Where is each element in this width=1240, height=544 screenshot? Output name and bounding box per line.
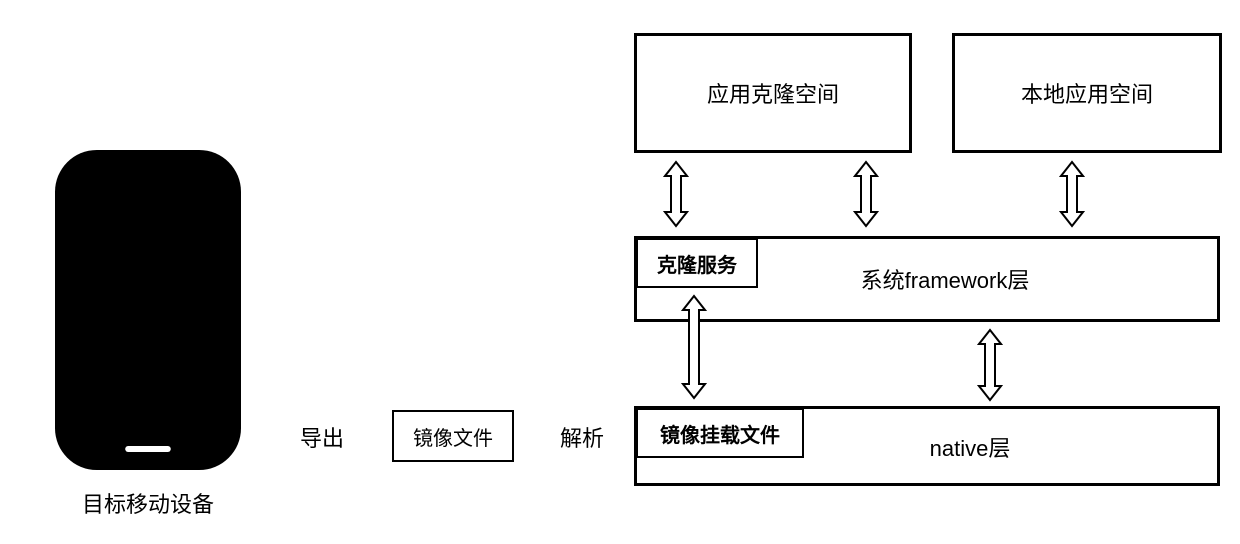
export_label-text: 导出 <box>300 421 344 453</box>
arrow-a3 <box>1059 160 1085 233</box>
diagram-canvas: 目标移动设备 导出 镜像文件 解析 应用克隆空间 本地应用空间克隆服务 系统framewor… <box>0 0 1240 544</box>
clone_space: 应用克隆空间 <box>634 33 912 153</box>
mount_file: 镜像挂载文件 <box>636 408 804 458</box>
clone_space-label: 应用克隆空间 <box>707 77 839 109</box>
arrow-a2 <box>853 160 879 233</box>
phone <box>53 148 243 472</box>
local_space: 本地应用空间 <box>952 33 1222 153</box>
clone_service-label: 克隆服务 <box>657 249 737 278</box>
image_file: 镜像文件 <box>392 410 514 462</box>
device_label: 目标移动设备 <box>38 486 258 520</box>
arrow-a5 <box>977 328 1003 407</box>
arrow-a4 <box>681 294 707 405</box>
image_file-label: 镜像文件 <box>413 422 493 451</box>
local_space-label: 本地应用空间 <box>1021 77 1153 109</box>
native_label: native层 <box>870 432 1070 462</box>
framework_label-text: 系统framework层 <box>861 263 1030 295</box>
native_label-text: native层 <box>930 431 1011 463</box>
framework_label: 系统framework层 <box>800 264 1090 294</box>
parse_label: 解析 <box>546 420 618 454</box>
arrow-a1 <box>663 160 689 233</box>
clone_service: 克隆服务 <box>636 238 758 288</box>
device_label-text: 目标移动设备 <box>82 487 214 519</box>
export_label: 导出 <box>286 420 358 454</box>
parse_label-text: 解析 <box>560 421 604 453</box>
mount_file-label: 镜像挂载文件 <box>660 419 780 448</box>
